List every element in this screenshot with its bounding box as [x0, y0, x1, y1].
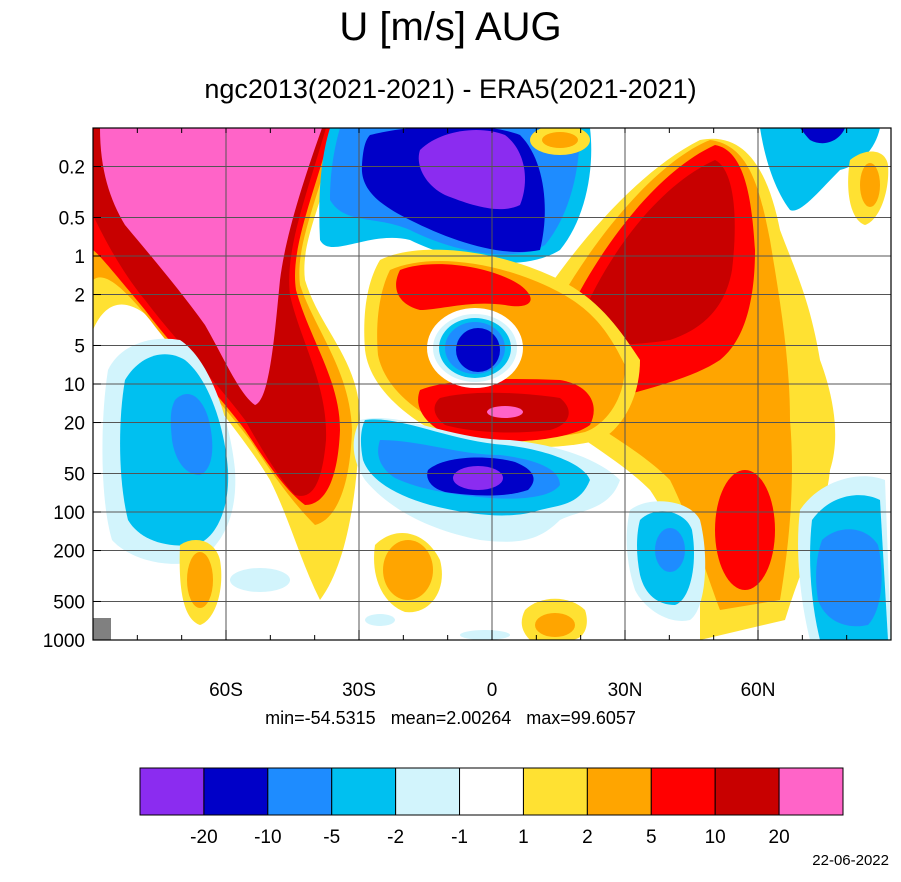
colorbar-label: -1 — [451, 827, 468, 848]
x-tick-label: 60S — [209, 680, 243, 701]
contour-sh-trop-pos-5 — [383, 540, 433, 600]
contour-nh-trop-neg-10 — [655, 528, 685, 572]
colorbar: -20 -10 -5 -2 -1 1 2 5 10 20 — [139, 767, 844, 848]
colorbar-label: -5 — [323, 827, 340, 848]
y-tick-label: 1000 — [43, 631, 85, 652]
x-axis: 60S 30S 0 30N 60N — [136, 128, 848, 701]
contour-sh-neg-5 — [120, 354, 229, 546]
colorbar-swatch — [267, 767, 333, 816]
contour-sh-small-neg — [230, 568, 290, 592]
orography-patch — [93, 618, 111, 640]
stats-text: min=-54.5315 mean=2.00264 max=99.6057 — [265, 708, 636, 728]
colorbar-swatch — [586, 767, 652, 816]
contour-eq-mid-pos-30 — [487, 406, 523, 418]
chart-title: U [m/s] AUG — [339, 5, 562, 49]
colorbar-label: 1 — [518, 827, 529, 848]
colorbar-swatch — [331, 767, 397, 816]
x-tick-label: 30N — [608, 680, 643, 701]
y-tick-label: 500 — [53, 592, 85, 613]
y-tick-label: 5 — [74, 336, 85, 357]
y-tick-label: 0.2 — [59, 158, 85, 179]
colorbar-label: 5 — [646, 827, 657, 848]
contour-trop-neg-30 — [453, 466, 503, 490]
colorbar-swatch — [522, 767, 588, 816]
colorbar-swatch — [778, 767, 844, 816]
grid-lines — [93, 128, 891, 640]
contour-nh-trop-pos-10 — [715, 470, 775, 590]
y-tick-label: 50 — [64, 464, 85, 485]
chart-subtitle: ngc2013(2021-2021) - ERA5(2021-2021) — [204, 74, 697, 104]
contour-sfc-small-neg — [460, 630, 510, 640]
colorbar-label: -2 — [387, 827, 404, 848]
contour-arctic-upper-neg-10 — [800, 128, 845, 144]
y-tick-label: 200 — [53, 542, 85, 563]
contour-sfc-small-neg-2 — [365, 614, 395, 626]
colorbar-label: 10 — [705, 827, 726, 848]
colorbar-swatch — [395, 767, 461, 816]
colorbar-swatch — [203, 767, 269, 816]
colorbar-swatch — [459, 767, 524, 816]
contour-arctic-upper-pos-5 — [860, 163, 880, 207]
colorbar-label: 20 — [769, 827, 790, 848]
colorbar-swatch — [714, 767, 780, 816]
y-tick-label: 0.5 — [59, 208, 85, 229]
contour-arctic-neg-10 — [816, 529, 882, 627]
contour-eq-core-neg-20 — [456, 328, 500, 372]
y-axis: 0.2 0.5 1 2 5 10 20 50 100 200 500 1000 — [43, 158, 101, 652]
x-tick-label: 30S — [342, 680, 376, 701]
colorbar-label: -10 — [254, 827, 281, 848]
contour-sh-neg-10 — [170, 394, 213, 475]
date-stamp: 22-06-2022 — [812, 852, 889, 869]
contour-arctic-upper-neg — [760, 128, 880, 211]
y-tick-label: 10 — [64, 375, 85, 396]
contour-nh-jet-20 — [580, 160, 735, 345]
y-tick-label: 2 — [74, 286, 85, 307]
colorbar-label: 2 — [582, 827, 593, 848]
y-tick-label: 20 — [64, 414, 85, 435]
x-tick-label: 60N — [741, 680, 776, 701]
y-tick-label: 1 — [74, 247, 85, 268]
contour-sh-highlat-pos-5 — [187, 552, 213, 608]
contour-eq-mid-pos-10-upper — [396, 264, 531, 310]
contour-eq-sfc-pos-5 — [535, 613, 575, 637]
contour-upper-pos-small-5 — [542, 132, 578, 148]
contour-eq-upper-neg-20 — [418, 130, 525, 210]
colorbar-label: -20 — [190, 827, 217, 848]
y-tick-label: 100 — [53, 503, 85, 524]
plot-area — [93, 128, 891, 640]
colorbar-swatch — [139, 767, 205, 816]
colorbar-swatch — [650, 767, 716, 816]
x-tick-label: 0 — [487, 680, 498, 701]
contour-sh-jet-30 — [100, 128, 322, 405]
